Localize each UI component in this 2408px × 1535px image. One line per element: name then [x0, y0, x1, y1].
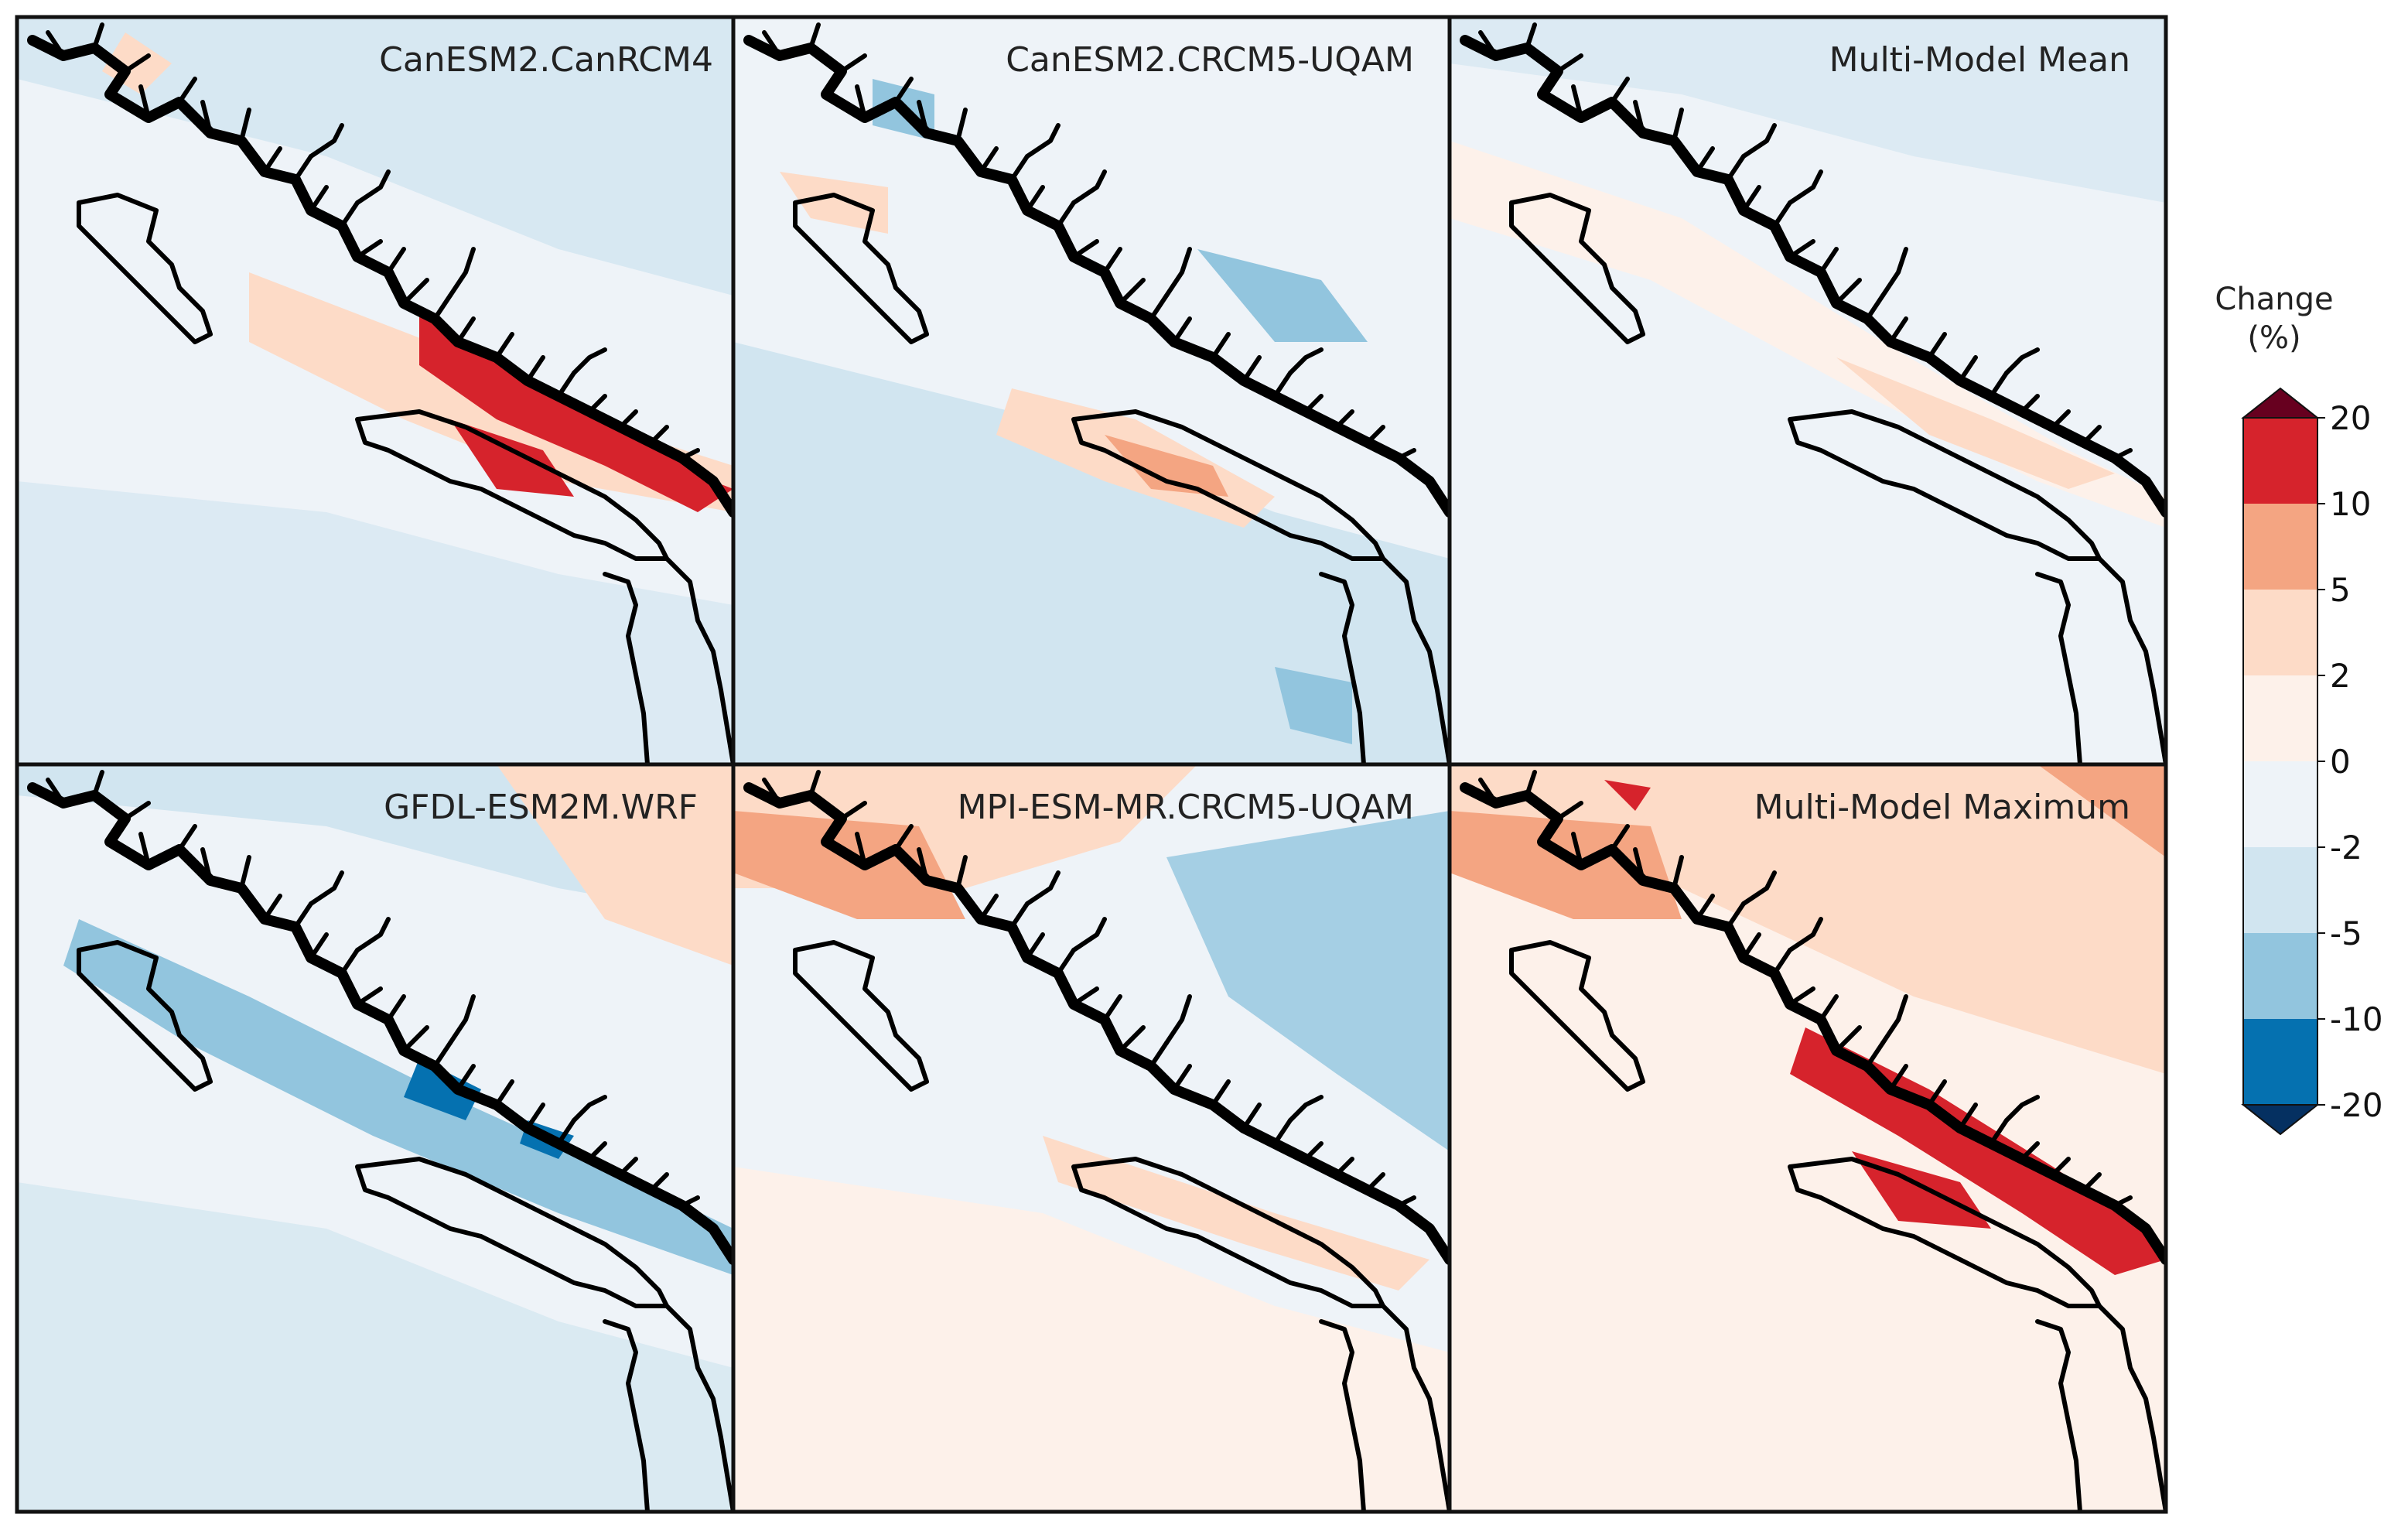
colorbar-tick-label: 5 — [2330, 571, 2351, 609]
colorbar-bin — [2243, 504, 2317, 590]
colorbar — [2241, 387, 2320, 1136]
colorbar-extend-max — [2241, 387, 2320, 419]
colorbar-tick-label: 2 — [2330, 657, 2351, 695]
panel-title: GFDL-ESM2M.WRF — [384, 788, 698, 827]
map-panel-canesm2-crcm5-uqam: CanESM2.CRCM5-UQAM — [731, 15, 1452, 767]
panel-title: Multi-Model Maximum — [1754, 788, 2130, 827]
colorbar-tick-label: -5 — [2330, 915, 2362, 952]
colorbar-tick-label: 20 — [2330, 399, 2371, 437]
panel-title: MPI-ESM-MR.CRCM5-UQAM — [958, 788, 1414, 827]
colorbar-tick-label: -20 — [2330, 1086, 2383, 1124]
colorbar-bin — [2243, 590, 2317, 675]
map-grid: CanESM2.CanRCM4 CanESM2.CRCM5-UQAM Multi… — [15, 15, 2168, 1514]
colorbar-unit: (%) — [2247, 320, 2300, 356]
colorbar-title: Change — [2215, 282, 2333, 317]
colorbar-bin — [2243, 675, 2317, 761]
colorbar-tick-label: -2 — [2330, 829, 2362, 867]
colorbar-tick-label: -10 — [2330, 1000, 2383, 1038]
map-panel-mpi-esm-mr-crcm5-uqam: MPI-ESM-MR.CRCM5-UQAM — [731, 762, 1452, 1514]
map-panel-gfdl-esm2m-wrf: GFDL-ESM2M.WRF — [15, 762, 736, 1514]
map-panel-multi-model-mean: Multi-Model Mean — [1447, 15, 2168, 767]
map-panel-canesm2-canrcm4: CanESM2.CanRCM4 — [15, 15, 736, 767]
colorbar-bin — [2243, 933, 2317, 1019]
colorbar-tick-label: 0 — [2330, 743, 2351, 781]
colorbar-bin — [2243, 1019, 2317, 1105]
colorbar-tick-label: 10 — [2330, 485, 2371, 523]
map-panel-multi-model-maximum: Multi-Model Maximum — [1447, 762, 2168, 1514]
panel-title: Multi-Model Mean — [1829, 40, 2130, 80]
colorbar-bin — [2243, 761, 2317, 847]
colorbar-bin — [2243, 418, 2317, 504]
colorbar-extend-min — [2241, 1104, 2320, 1136]
panel-title: CanESM2.CRCM5-UQAM — [1006, 40, 1414, 80]
panel-title: CanESM2.CanRCM4 — [379, 40, 713, 80]
colorbar-bin — [2243, 847, 2317, 933]
